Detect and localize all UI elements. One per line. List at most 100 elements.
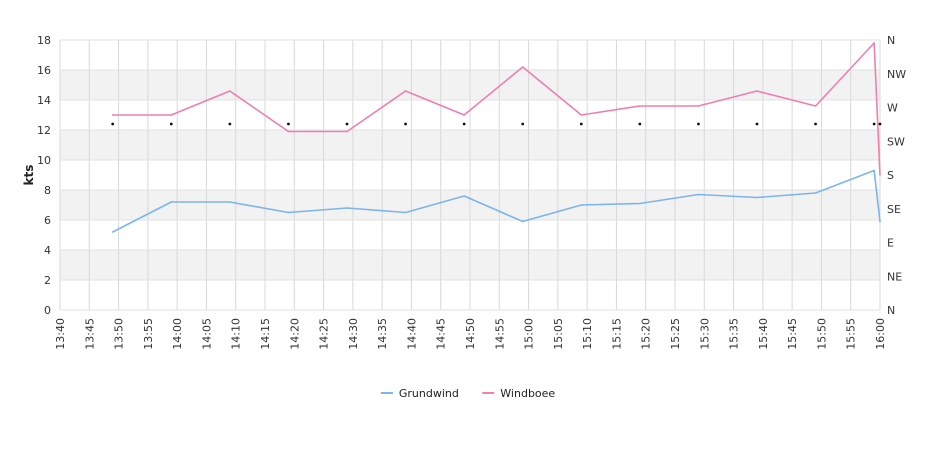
data-point — [346, 130, 348, 133]
x-tick-label: 16:00 — [874, 318, 887, 350]
legend-item[interactable]: Grundwind — [380, 387, 459, 400]
x-tick-label: 15:20 — [640, 318, 653, 350]
data-point — [229, 201, 231, 203]
data-point — [521, 220, 524, 223]
data-point — [756, 196, 758, 199]
horizontal-gridlines — [60, 39, 880, 311]
data-point — [463, 114, 465, 116]
data-point — [229, 90, 231, 92]
direction-marker — [638, 122, 642, 126]
y-tick-label: 0 — [44, 304, 51, 317]
data-point — [521, 66, 524, 68]
direction-marker — [697, 122, 700, 126]
x-tick-label: 14:40 — [405, 318, 418, 350]
x-tick-label: 13:55 — [142, 318, 155, 350]
x-tick-label: 14:10 — [230, 318, 243, 350]
data-point — [287, 211, 290, 214]
data-point — [639, 202, 641, 205]
direction-marker — [169, 122, 173, 126]
direction-tick-label: SE — [887, 203, 901, 216]
direction-marker — [814, 122, 817, 126]
x-tick-label: 15:05 — [552, 318, 565, 350]
direction-marker — [579, 122, 583, 126]
x-tick-label: 15:50 — [815, 318, 828, 350]
data-point — [814, 192, 817, 194]
direction-marker — [228, 122, 232, 126]
legend-label: Grundwind — [399, 387, 459, 400]
y-tick-label: 18 — [37, 34, 51, 47]
data-point — [639, 105, 641, 107]
data-point — [580, 114, 583, 116]
direction-marker — [404, 122, 407, 126]
data-point — [756, 90, 758, 92]
direction-marker — [872, 122, 876, 126]
data-point — [404, 211, 407, 214]
x-tick-label: 15:35 — [728, 318, 741, 350]
x-tick-label: 14:05 — [200, 318, 213, 350]
y-tick-label: 4 — [44, 244, 51, 257]
y-axis-ticks: 0 2 4 6 8 10 12 14 16 18 — [37, 34, 51, 317]
x-tick-label: 14:55 — [493, 318, 506, 350]
y-axis-label: kts — [22, 165, 36, 186]
y-tick-label: 6 — [44, 214, 51, 227]
direction-marker — [521, 122, 525, 126]
data-point — [170, 114, 173, 116]
x-tick-label: 13:50 — [113, 318, 126, 350]
data-point — [463, 195, 465, 197]
x-tick-label: 14:25 — [318, 318, 331, 350]
direction-tick-label: N — [887, 34, 895, 47]
data-point — [879, 220, 881, 223]
x-tick-label: 14:35 — [376, 318, 389, 350]
data-point — [814, 105, 817, 107]
y-tick-label: 2 — [44, 274, 51, 287]
direction-marker — [755, 122, 759, 126]
x-tick-label: 13:45 — [83, 318, 96, 350]
data-point — [879, 174, 881, 176]
x-tick-label: 15:40 — [757, 318, 770, 350]
legend-item[interactable]: Windboee — [482, 387, 555, 400]
y-tick-label: 12 — [37, 124, 51, 137]
x-tick-label: 15:00 — [523, 318, 536, 350]
direction-marker — [287, 122, 290, 126]
legend[interactable]: Grundwind Windboee — [380, 387, 556, 400]
data-point — [111, 114, 114, 116]
data-point — [111, 231, 114, 233]
y-tick-label: 14 — [37, 94, 51, 107]
direction-marker — [878, 122, 882, 126]
x-tick-label: 15:55 — [845, 318, 858, 350]
x-tick-label: 14:50 — [464, 318, 477, 350]
series-lines — [111, 42, 881, 233]
data-point — [170, 201, 173, 203]
direction-tick-label: NW — [887, 68, 906, 81]
data-point — [873, 169, 875, 172]
x-tick-label: 14:45 — [435, 318, 448, 350]
direction-tick-label: S — [887, 169, 894, 182]
direction-marker — [111, 122, 115, 126]
x-tick-label: 14:20 — [288, 318, 301, 350]
x-tick-label: 15:10 — [581, 318, 594, 350]
direction-tick-label: N — [887, 304, 895, 317]
data-point — [346, 207, 348, 209]
direction-markers — [111, 122, 882, 126]
x-tick-label: 15:30 — [698, 318, 711, 350]
data-point — [873, 42, 875, 44]
direction-tick-label: NE — [887, 270, 902, 283]
x-tick-label: 15:45 — [786, 318, 799, 350]
data-point — [287, 130, 290, 133]
direction-tick-label: E — [887, 237, 894, 250]
direction-axis-ticks: N NE E SE S SW W NW N — [887, 34, 906, 317]
data-point — [697, 193, 700, 196]
y-tick-label: 10 — [37, 154, 51, 167]
x-tick-label: 14:30 — [347, 318, 360, 350]
x-tick-label: 15:15 — [610, 318, 623, 350]
direction-marker — [345, 122, 349, 126]
direction-tick-label: SW — [887, 135, 905, 148]
data-point — [404, 90, 407, 92]
x-tick-label: 14:00 — [171, 318, 184, 350]
data-point — [580, 204, 583, 206]
x-axis-ticks: 13:40 13:45 13:50 13:55 14:00 14:05 14:10 14:15… — [54, 318, 887, 350]
x-tick-label: 14:15 — [259, 318, 272, 350]
direction-tick-label: W — [887, 102, 898, 115]
y-tick-label: 8 — [44, 184, 51, 197]
